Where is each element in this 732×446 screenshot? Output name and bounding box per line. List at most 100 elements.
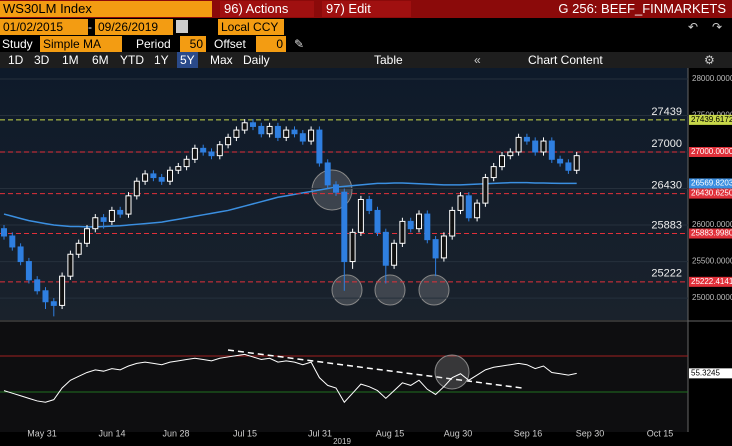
x-tick-label: Jun 28 xyxy=(162,428,189,438)
candle-body xyxy=(274,125,281,138)
y-tick-label: 25000.0000 xyxy=(692,293,732,302)
edit-menu[interactable]: 97) Edit xyxy=(322,1,411,17)
candle-body xyxy=(333,184,339,193)
candle-body xyxy=(474,202,481,219)
candle-body xyxy=(1,228,7,237)
candle-body xyxy=(548,140,555,160)
candle-body xyxy=(407,220,414,230)
candle-body xyxy=(515,136,522,153)
candle-body xyxy=(191,147,198,160)
highlight-circle xyxy=(418,274,450,306)
range-button[interactable]: 3D xyxy=(34,53,50,67)
candle-body xyxy=(250,122,256,127)
candle-body xyxy=(183,158,190,168)
candle-body xyxy=(291,129,298,135)
level-label: 27439.6172 xyxy=(691,115,732,124)
rsi-tag xyxy=(689,368,732,379)
chart-content-button[interactable]: Chart Content xyxy=(528,53,603,67)
range-button[interactable]: 1M xyxy=(62,53,79,67)
undo-icon[interactable]: ↶ xyxy=(688,20,699,34)
candle-body xyxy=(457,195,464,211)
candle-body xyxy=(507,151,514,157)
candle-body xyxy=(299,133,306,142)
table-button[interactable]: Table xyxy=(374,53,403,67)
level-text: 26430 xyxy=(651,179,682,191)
level-tag xyxy=(689,188,732,199)
x-tick-label: Aug 30 xyxy=(444,428,473,438)
level-text: 27439 xyxy=(651,106,682,118)
currency-field[interactable]: Local CCY xyxy=(218,19,284,35)
rsi-line xyxy=(3,353,577,404)
candle-body xyxy=(349,231,356,263)
level-text: 25883 xyxy=(651,219,682,231)
moving-average xyxy=(3,181,577,228)
candle-body xyxy=(258,125,265,135)
range-button[interactable]: Max xyxy=(210,53,233,67)
candle-body xyxy=(108,209,115,222)
candle-body xyxy=(216,144,223,157)
calendar-icon[interactable] xyxy=(176,20,188,33)
candle-body xyxy=(133,180,140,197)
candle-body xyxy=(175,166,182,171)
page-id: G 256: BEEF_FINMARKETS xyxy=(558,1,726,16)
range-button[interactable]: 1D xyxy=(8,53,24,67)
frequency[interactable]: Daily xyxy=(243,53,270,67)
settings-icon[interactable]: ⚙ xyxy=(704,53,715,67)
x-tick-label: May 31 xyxy=(27,428,57,438)
candle-body xyxy=(557,158,564,164)
range-button[interactable]: 1Y xyxy=(154,53,169,67)
end-date[interactable]: 09/26/2019 xyxy=(95,19,173,35)
candle-body xyxy=(532,140,539,153)
x-tick-label: Jul 15 xyxy=(233,428,257,438)
candle-body xyxy=(308,129,315,142)
range-button[interactable]: 5Y xyxy=(177,52,198,68)
x-tick-label: Jul 31 xyxy=(308,428,332,438)
actions-menu[interactable]: 96) Actions xyxy=(220,1,314,17)
candle-body xyxy=(324,162,331,186)
range-button[interactable]: 6M xyxy=(92,53,109,67)
candle-body xyxy=(34,279,41,292)
candle-body xyxy=(125,195,132,215)
ma-label: 26569.8203 xyxy=(691,179,732,188)
candle-body xyxy=(158,177,165,182)
x-tick-label: Jun 14 xyxy=(98,428,125,438)
candle-body xyxy=(432,239,439,259)
candle-body xyxy=(416,213,422,230)
candle-body xyxy=(366,198,373,211)
security-field[interactable]: WS30LM Index xyxy=(0,1,212,17)
candle-body xyxy=(482,177,489,204)
start-date[interactable]: 01/02/2015 xyxy=(0,19,88,35)
candle-body xyxy=(17,246,24,263)
candle-body xyxy=(490,166,497,179)
range-button[interactable]: YTD xyxy=(120,53,144,67)
offset-field[interactable]: 0 xyxy=(256,36,286,52)
level-label: 27000.0000 xyxy=(691,147,732,156)
x-tick-label: Sep 16 xyxy=(514,428,543,438)
study-field[interactable]: Simple MA xyxy=(40,36,122,52)
year-label: 2019 xyxy=(333,437,351,446)
level-text: 25222 xyxy=(651,268,682,280)
y-tick-label: 26000.0000 xyxy=(692,220,732,229)
highlights xyxy=(311,169,470,390)
level-tag xyxy=(689,114,732,125)
highlight-circle xyxy=(374,274,406,306)
x-tick-label: Aug 15 xyxy=(376,428,405,438)
highlight-circle xyxy=(434,354,470,390)
candle-body xyxy=(150,173,157,179)
candle-body xyxy=(25,261,32,281)
candle-body xyxy=(200,147,207,153)
redo-icon[interactable]: ↷ xyxy=(712,20,723,34)
pencil-icon[interactable]: ✎ xyxy=(294,37,305,51)
candle-body xyxy=(225,136,232,146)
candle-body xyxy=(167,169,173,182)
candle-body xyxy=(100,217,107,222)
candle-body xyxy=(424,213,431,241)
level-tag xyxy=(689,147,732,157)
candle-body xyxy=(341,191,348,263)
candle-body xyxy=(449,209,456,237)
period-field[interactable]: 50 xyxy=(180,36,206,52)
candle-body xyxy=(142,173,149,182)
collapse-icon[interactable]: « xyxy=(474,53,481,67)
level-label: 25883.9980 xyxy=(691,229,732,238)
